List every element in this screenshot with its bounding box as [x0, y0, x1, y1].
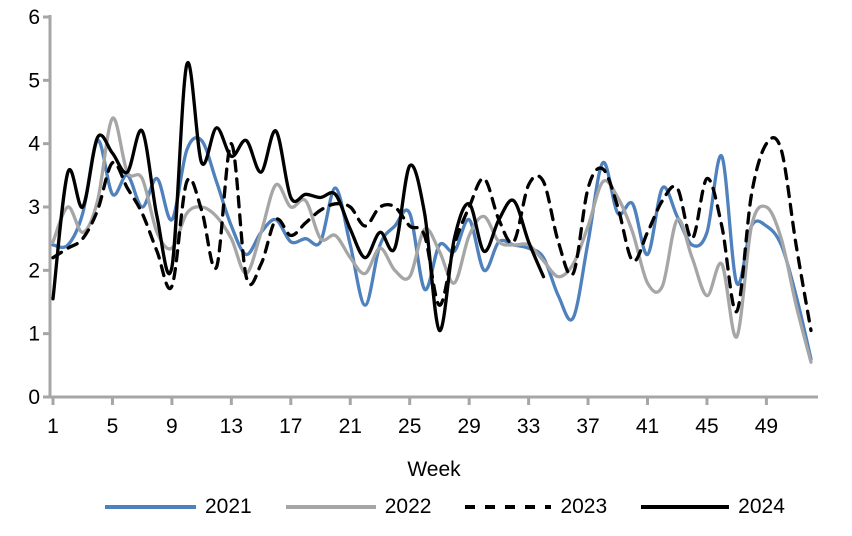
legend-item-2022: 2022: [285, 495, 432, 518]
y-tick-label-3: 3: [28, 196, 40, 219]
x-tick-label-25: 25: [398, 415, 421, 438]
x-tick-label-5: 5: [107, 415, 119, 438]
legend-swatch-2021-line: [105, 505, 196, 509]
y-tick-label-5: 5: [28, 69, 40, 92]
legend-label-2022: 2022: [384, 495, 432, 518]
x-tick-label-13: 13: [220, 415, 243, 438]
x-tick-label-45: 45: [695, 415, 718, 438]
legend-label-2024: 2024: [738, 495, 785, 518]
x-axis-title: Week: [407, 458, 461, 481]
series-line-2024: [51, 60, 546, 333]
x-tick-label-37: 37: [576, 415, 599, 438]
x-tick-label-49: 49: [755, 415, 778, 438]
x-tick-label-17: 17: [279, 415, 302, 438]
x-tick-label-9: 9: [166, 415, 178, 438]
x-tick-label-21: 21: [339, 415, 362, 438]
y-tick-label-4: 4: [28, 133, 40, 156]
legend-swatch-2024-line: [641, 505, 730, 509]
series-line-2021: [51, 136, 813, 361]
x-tick-label-1: 1: [47, 415, 59, 438]
legend-item-2021: 2021: [104, 496, 252, 518]
legend: 2021 2022 2023 2024: [104, 496, 785, 518]
x-tick-label-33: 33: [517, 415, 540, 438]
legend-item-2024: 2024: [640, 496, 785, 518]
legend-swatch-2023-line: [465, 505, 552, 509]
legend-item-2023: 2023: [464, 496, 607, 518]
y-tick-label-2: 2: [28, 259, 40, 282]
legend-label-2021: 2021: [205, 495, 252, 518]
y-tick-label-0: 0: [28, 386, 40, 409]
x-tick-label-41: 41: [636, 415, 659, 438]
y-tick-label-6: 6: [28, 6, 40, 29]
legend-label-2023: 2023: [560, 495, 608, 518]
x-tick-label-29: 29: [457, 415, 480, 438]
series-line-2022: [51, 116, 813, 364]
y-tick-label-1: 1: [28, 323, 40, 346]
legend-swatch-2022-line: [285, 505, 376, 509]
